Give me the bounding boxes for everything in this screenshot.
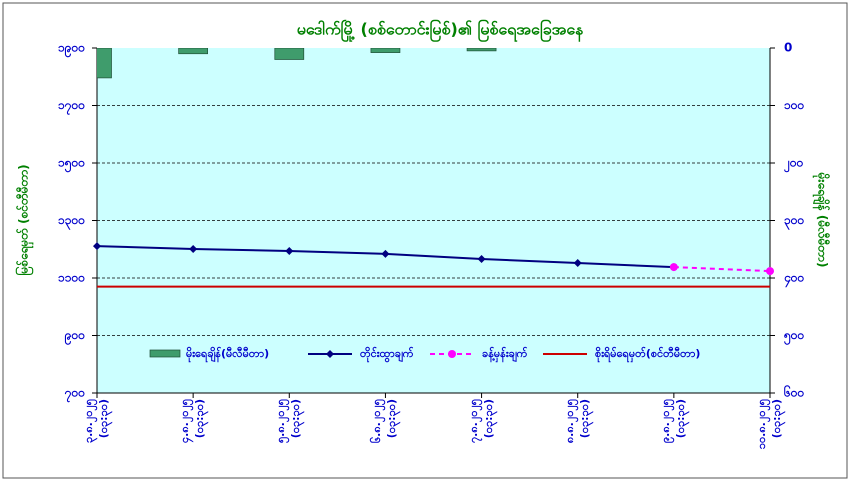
y2-tick-label: ၅၀၀ bbox=[783, 328, 805, 346]
y2-tick-label: ၂၀၀ bbox=[783, 156, 804, 174]
y2-tick-label: 0 bbox=[784, 41, 792, 55]
legend-swatch bbox=[149, 349, 181, 358]
point bbox=[477, 255, 486, 264]
line bbox=[673, 266, 771, 273]
bar bbox=[274, 48, 305, 60]
y2-tick-label: ၁၀၀ bbox=[784, 98, 805, 112]
legend-label: မိုးရေချိန်(မီလီမီတာ) bbox=[186, 346, 269, 363]
point bbox=[766, 267, 774, 276]
bar bbox=[370, 48, 401, 53]
legend-label: စိုးရိမ်ရေမှတ်(စင်တီမီတာ) bbox=[595, 346, 700, 363]
y-tick-label: ၉၀၀ bbox=[64, 328, 86, 346]
bar bbox=[97, 48, 112, 79]
y-tick-label: ၁၃၀၀ bbox=[58, 213, 85, 231]
y-tick-label: ၁၁၀၀ bbox=[58, 271, 85, 285]
legend-marker bbox=[448, 350, 456, 358]
point bbox=[381, 249, 390, 258]
bar bbox=[466, 48, 497, 52]
x-tick-label: ၄.၈.၂၀၂၅ (၀၃:၃၀) bbox=[178, 399, 207, 444]
x-tick-label: ၅.၈.၂၀၂၅ (၀၃:၃၀) bbox=[274, 399, 303, 444]
y2-tick-label: ၄၀၀ bbox=[783, 271, 805, 289]
x-tick-label: ၆.၈.၂၀၂၅ (၀၃:၃၀) bbox=[370, 399, 399, 444]
y-tick-label: ၁၉၀၀ bbox=[58, 41, 85, 59]
point bbox=[669, 263, 678, 272]
legend-marker bbox=[326, 350, 334, 358]
point bbox=[93, 242, 101, 251]
x-tick-label: ၁၀.၈.၂၀၂၅ (၀၃:၃၀) bbox=[755, 399, 783, 450]
y2-tick-label: ၃၀၀ bbox=[784, 213, 805, 231]
y-tick-label: ၇၀၀ bbox=[64, 386, 86, 404]
x-tick-label: ၃.၈.၂၀၂၅ (၀၃:၃၀) bbox=[82, 399, 110, 444]
legend-label: ခန့်မှန်းချက် bbox=[482, 346, 528, 363]
x-tick-label: ၉.၈.၂၀၂၅ (၀၃:၃၀) bbox=[658, 399, 687, 444]
legend-label: တိုင်းထွာချက် bbox=[360, 346, 414, 363]
y2-tick-label: ၆၀၀ bbox=[783, 384, 805, 400]
y-tick-label: ၁၇၀၀ bbox=[58, 98, 85, 116]
point bbox=[573, 259, 582, 268]
point bbox=[189, 244, 198, 253]
x-tick-label: ၈.၈.၂၀၂၅ (၀၃:၃၀) bbox=[562, 399, 591, 444]
x-tick-label: ၇.၈.၂၀၂၅ (၀၃:၃၀) bbox=[466, 399, 495, 444]
y-axis-title: မြစ်ရေမှတ် (စင်တီမီတာ) bbox=[14, 164, 35, 275]
point bbox=[285, 246, 294, 255]
y2-axis-title: မိုးရေချိန် (မီလီမီတာ) bbox=[812, 172, 832, 268]
bar bbox=[178, 48, 208, 55]
y-tick-label: ၁၅၀၀ bbox=[58, 156, 85, 174]
